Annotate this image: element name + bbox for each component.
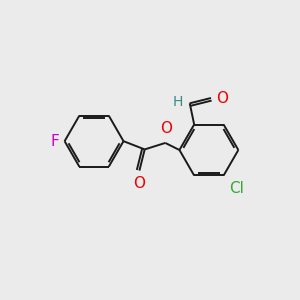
Text: Cl: Cl [229, 181, 244, 196]
Text: O: O [134, 176, 146, 190]
Text: F: F [51, 134, 59, 149]
Text: O: O [216, 91, 228, 106]
Text: O: O [160, 122, 172, 136]
Text: H: H [173, 95, 183, 109]
